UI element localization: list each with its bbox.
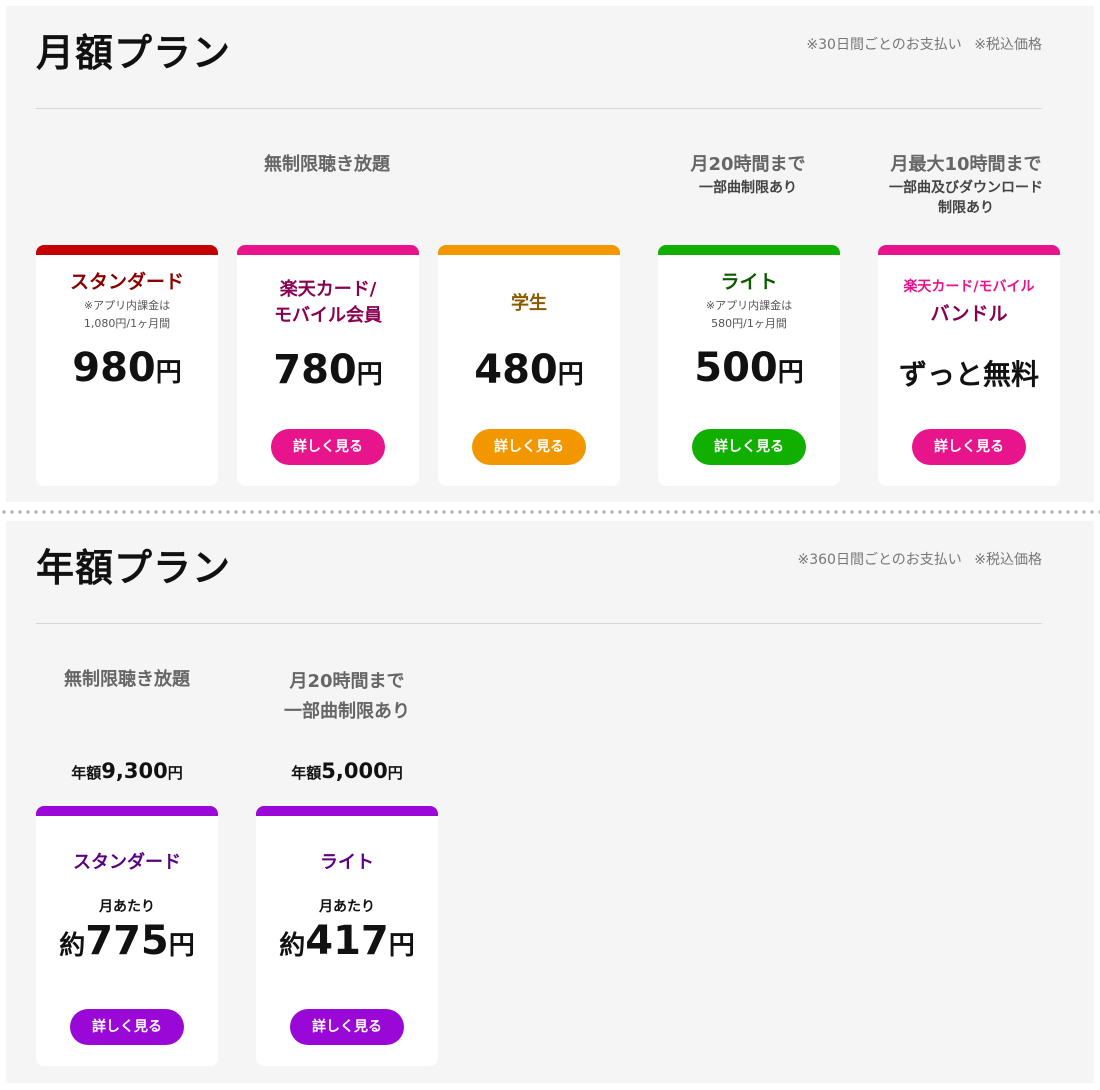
annual-label: 年額 bbox=[291, 764, 322, 782]
price-unit: 円 bbox=[387, 764, 403, 782]
plan-card-light: ライト ※アプリ内課金は 580円/1ヶ月間 500円 詳しく見る bbox=[658, 245, 840, 486]
plan-price: 480円 bbox=[438, 347, 620, 393]
yearly-plans-section: 年額プラン ※360日間ごとのお支払い ※税込価格 無制限聴き放題 月20時間ま… bbox=[6, 521, 1094, 1083]
details-button[interactable]: 詳しく見る bbox=[70, 1009, 184, 1045]
card-accent-bar bbox=[256, 806, 438, 816]
price-unit: 円 bbox=[557, 360, 584, 390]
group-label-20h-text: 月20時間まで bbox=[289, 671, 405, 692]
group-label-20h: 月20時間まで 一部曲制限あり bbox=[256, 667, 438, 727]
card-accent-bar bbox=[878, 245, 1060, 255]
plan-name: モバイル会員 bbox=[274, 305, 382, 326]
yearly-payment-note: ※360日間ごとのお支払い ※税込価格 bbox=[797, 552, 1043, 568]
plan-card-bundle: 楽天カード/モバイル バンドル ずっと無料 詳しく見る bbox=[878, 245, 1060, 486]
plan-card-student: 学生 480円 詳しく見る bbox=[438, 245, 620, 486]
group-label-unlimited: 無制限聴き放題 bbox=[236, 152, 418, 178]
approx-label: 約 bbox=[279, 931, 306, 961]
card-accent-bar bbox=[658, 245, 840, 255]
price-unit: 円 bbox=[356, 360, 383, 390]
per-month-label: 月あたり bbox=[319, 899, 375, 915]
dotted-separator bbox=[0, 509, 1100, 515]
per-month-label: 月あたり bbox=[99, 899, 155, 915]
monthly-payment-note: ※30日間ごとのお支払い ※税込価格 bbox=[806, 37, 1042, 53]
details-button[interactable]: 詳しく見る bbox=[692, 429, 806, 465]
plan-note: ※アプリ内課金は bbox=[705, 299, 793, 312]
plan-price: 980円 bbox=[36, 345, 218, 391]
plan-name: 楽天カード/モバイル bbox=[903, 279, 1035, 295]
plan-name: スタンダード bbox=[69, 271, 184, 293]
annual-price-standard: 年額9,300円 bbox=[36, 759, 218, 783]
divider bbox=[36, 623, 1042, 624]
group-label-20h-sub: 一部曲制限あり bbox=[284, 701, 410, 722]
group-label-20h: 月20時間まで 一部曲制限あり bbox=[657, 152, 839, 198]
price-value: 775 bbox=[85, 918, 169, 964]
group-label-unlimited: 無制限聴き放題 bbox=[36, 667, 218, 693]
card-accent-bar bbox=[237, 245, 419, 255]
group-label-20h-text: 月20時間まで bbox=[690, 154, 806, 175]
price-value: 500 bbox=[694, 345, 778, 391]
price-value: 780 bbox=[273, 347, 357, 393]
group-label-10h-sub-2: 制限あり bbox=[938, 200, 994, 216]
group-label-20h-sub: 一部曲制限あり bbox=[699, 180, 797, 196]
plan-price: 780円 bbox=[237, 347, 419, 393]
group-label-10h-text: 月最大10時間まで bbox=[890, 154, 1042, 175]
yearly-plans-title: 年額プラン bbox=[36, 546, 232, 590]
annual-price-light: 年額5,000円 bbox=[256, 759, 438, 783]
plan-card-annual-light: ライト 月あたり 約417円 詳しく見る bbox=[256, 806, 438, 1066]
plan-name: バンドル bbox=[930, 303, 1008, 325]
plan-name: スタンダード bbox=[73, 852, 181, 873]
group-label-unlimited-text: 無制限聴き放題 bbox=[264, 154, 390, 175]
price-unit: 円 bbox=[155, 358, 182, 388]
plan-price: ずっと無料 bbox=[898, 358, 1039, 391]
annual-label: 年額 bbox=[71, 764, 102, 782]
annual-price-value: 9,300 bbox=[101, 759, 168, 783]
price-unit: 円 bbox=[167, 764, 183, 782]
plan-name: 学生 bbox=[511, 293, 547, 314]
details-button[interactable]: 詳しく見る bbox=[271, 429, 385, 465]
details-button[interactable]: 詳しく見る bbox=[290, 1009, 404, 1045]
plan-price: 約417円 bbox=[256, 918, 438, 964]
group-label-10h-sub-1: 一部曲及びダウンロード bbox=[889, 180, 1043, 196]
plan-price: 約775円 bbox=[36, 918, 218, 964]
plan-card-rakuten-member: 楽天カード/ モバイル会員 780円 詳しく見る bbox=[237, 245, 419, 486]
plan-note: 1,080円/1ヶ月間 bbox=[83, 317, 171, 330]
plan-name: ライト bbox=[720, 271, 778, 293]
plan-price: 500円 bbox=[658, 345, 840, 391]
divider bbox=[36, 108, 1042, 109]
card-accent-bar bbox=[438, 245, 620, 255]
annual-price-value: 5,000 bbox=[321, 759, 388, 783]
card-accent-bar bbox=[36, 806, 218, 816]
approx-label: 約 bbox=[59, 931, 86, 961]
plan-note: 580円/1ヶ月間 bbox=[711, 317, 787, 330]
plan-note: ※アプリ内課金は bbox=[83, 299, 171, 312]
price-unit: 円 bbox=[777, 358, 804, 388]
price-value: 417 bbox=[305, 918, 389, 964]
monthly-plans-section: 月額プラン ※30日間ごとのお支払い ※税込価格 無制限聴き放題 月20時間まで… bbox=[6, 6, 1094, 502]
price-unit: 円 bbox=[168, 931, 195, 961]
price-unit: 円 bbox=[388, 931, 415, 961]
card-accent-bar bbox=[36, 245, 218, 255]
price-value: 480 bbox=[474, 347, 558, 393]
details-button[interactable]: 詳しく見る bbox=[912, 429, 1026, 465]
details-button[interactable]: 詳しく見る bbox=[472, 429, 586, 465]
plan-card-standard: スタンダード ※アプリ内課金は 1,080円/1ヶ月間 980円 bbox=[36, 245, 218, 486]
monthly-plans-title: 月額プラン bbox=[36, 31, 232, 75]
group-label-unlimited-text: 無制限聴き放題 bbox=[64, 669, 190, 690]
group-label-10h: 月最大10時間まで 一部曲及びダウンロード 制限あり bbox=[868, 152, 1064, 218]
plan-card-annual-standard: スタンダード 月あたり 約775円 詳しく見る bbox=[36, 806, 218, 1066]
price-value: 980 bbox=[72, 345, 156, 391]
plan-name: ライト bbox=[320, 852, 374, 873]
plan-name: 楽天カード/ bbox=[279, 279, 377, 300]
